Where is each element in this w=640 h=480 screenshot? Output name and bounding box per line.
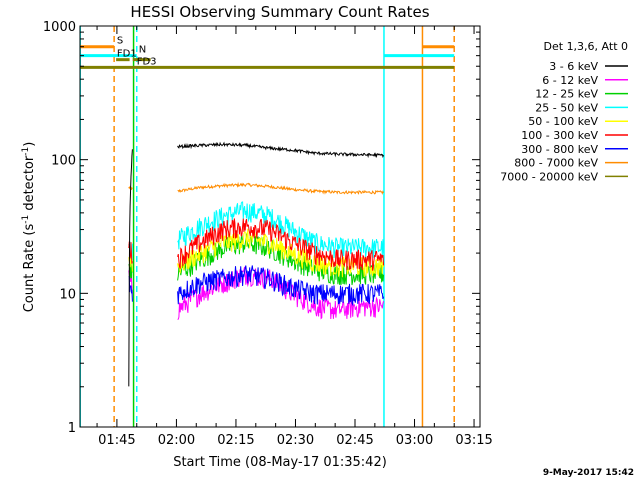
- x-tick-label-1: 02:00: [158, 433, 195, 448]
- flag-label-fd3: FD3: [137, 56, 157, 67]
- x-tick-label-3: 02:30: [277, 433, 314, 448]
- footer-date: 9-May-2017 15:42: [543, 468, 634, 478]
- legend-label-2: 12 - 25 keV: [535, 88, 598, 101]
- legend-label-5: 100 - 300 keV: [521, 129, 598, 142]
- x-tick-label-4: 02:45: [336, 433, 373, 448]
- series-6-trace: [177, 265, 385, 307]
- legend-label-8: 7000 - 20000 keV: [500, 170, 598, 183]
- series-0-trace: [177, 141, 385, 159]
- legend-title: Det 1,3,6, Att 0: [544, 40, 628, 53]
- x-tick-label-2: 02:15: [217, 433, 254, 448]
- series-7-trace: [177, 181, 385, 195]
- series-2-trace: [177, 233, 385, 286]
- x-tick-label-6: 03:15: [455, 433, 492, 448]
- legend-label-7: 800 - 7000 keV: [514, 157, 598, 170]
- y-tick-label-3: 1000: [43, 20, 76, 35]
- x-tick-label-5: 03:00: [396, 433, 433, 448]
- flag-label-n: N: [139, 45, 146, 56]
- y-axis-label-main: Count Rate (s: [22, 224, 37, 313]
- legend-label-6: 300 - 800 keV: [521, 143, 598, 156]
- series-5-trace: [177, 218, 385, 271]
- flag-label-fd1: FD1: [117, 49, 137, 60]
- plot-frame: [79, 25, 481, 428]
- y-tick-label-0: 1: [68, 421, 76, 436]
- x-axis-label: Start Time (08-May-17 01:35:42): [173, 455, 387, 470]
- y-tick-label-1: 10: [59, 287, 76, 302]
- chart-title: HESSI Observing Summary Count Rates: [130, 3, 429, 21]
- x-tick-label-0: 01:45: [98, 433, 135, 448]
- y-axis-label: Count Rate (s-1 detector-1): [21, 142, 37, 313]
- legend-label-4: 50 - 100 keV: [528, 115, 598, 128]
- series-0-early-trace: [128, 149, 133, 387]
- y-axis-label-sup2: -1: [21, 147, 31, 156]
- flag-label-s: S: [117, 36, 123, 47]
- legend-label-3: 25 - 50 keV: [535, 101, 598, 114]
- y-axis-label-mid: detector: [22, 155, 37, 215]
- y-axis-label-sup1: -1: [21, 215, 31, 224]
- y-axis: 1 10 100 1000: [43, 20, 480, 436]
- legend-label-0: 3 - 6 keV: [549, 60, 598, 73]
- y-axis-label-end: ): [22, 142, 37, 147]
- legend-label-1: 6 - 12 keV: [542, 74, 598, 87]
- x-axis: 01:45 02:00 02:15 02:30 02:45 03:00 03:15: [96, 26, 493, 448]
- y-tick-label-2: 100: [51, 154, 76, 169]
